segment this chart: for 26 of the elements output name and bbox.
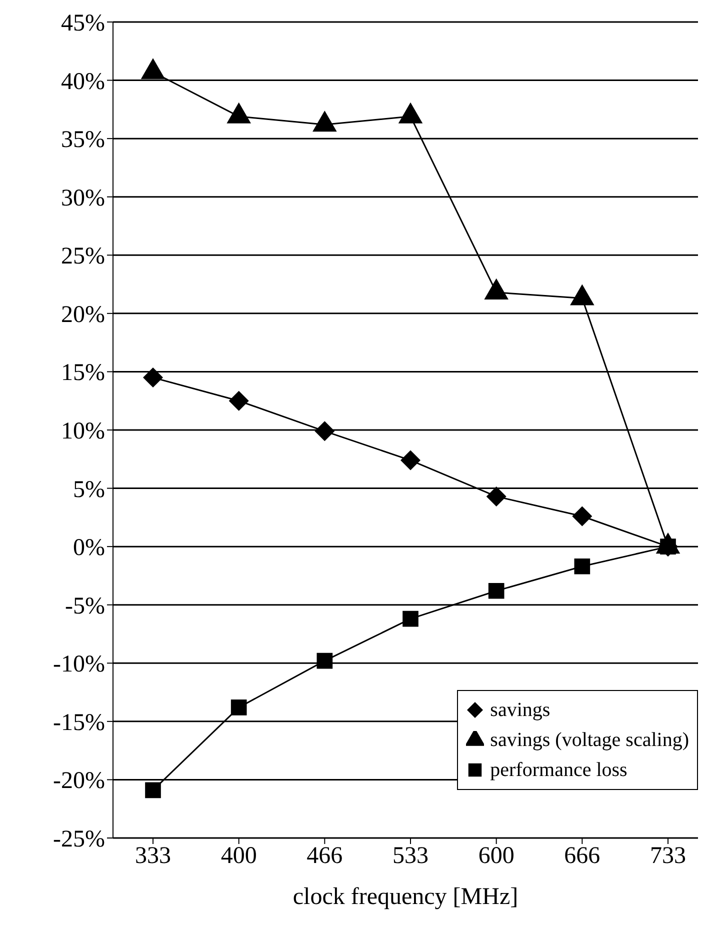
y-tick-label: 45% (61, 10, 105, 37)
x-tick-label: 333 (135, 843, 171, 870)
y-tick-label: 40% (61, 68, 105, 95)
x-tick-label: 466 (306, 843, 343, 870)
y-tick-label: 5% (73, 476, 105, 503)
y-tick-label: -10% (53, 652, 106, 678)
y-tick-label: 15% (61, 360, 105, 386)
y-tick-label: -5% (65, 593, 106, 620)
x-tick-label: 600 (478, 843, 514, 870)
legend-label: savings (voltage scaling) (490, 728, 689, 753)
y-tick-label: 20% (61, 302, 105, 328)
y-tick-label: 25% (61, 244, 105, 270)
y-tick-label: 0% (73, 535, 105, 562)
x-tick-label: 666 (564, 843, 600, 870)
y-tick-label: -25% (53, 826, 106, 853)
legend-label: performance loss (490, 758, 628, 783)
x-axis-title: clock frequency [MHz] (292, 884, 518, 910)
y-tick-label: -15% (53, 710, 106, 736)
x-tick-label: 733 (650, 843, 686, 870)
legend-label: savings (490, 698, 550, 723)
x-tick-label: 400 (220, 843, 257, 870)
y-tick-label: 10% (61, 418, 105, 445)
y-tick-label: -20% (53, 768, 106, 794)
y-tick-label: 35% (61, 127, 105, 154)
x-tick-label: 533 (392, 843, 428, 870)
y-tick-label: 30% (61, 185, 105, 212)
